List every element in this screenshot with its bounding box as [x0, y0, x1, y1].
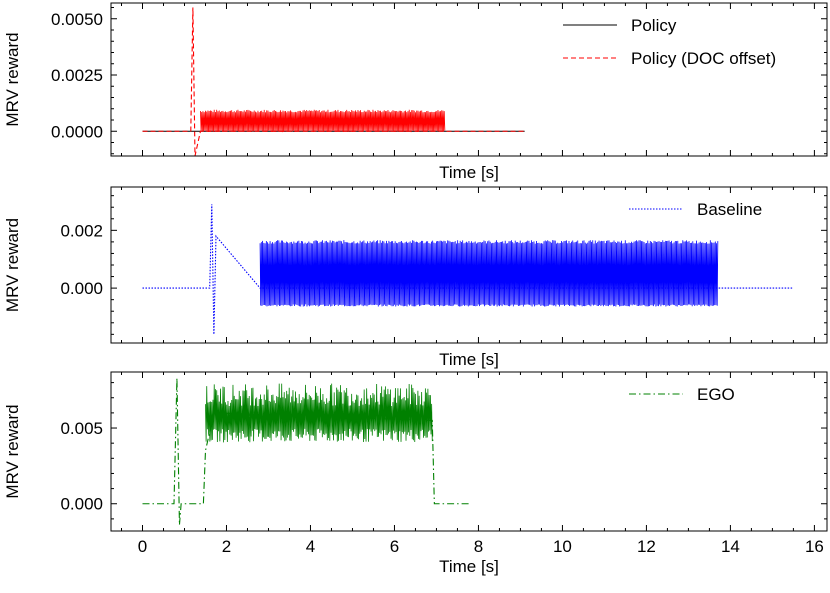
y-tick-label: 0.0050 — [51, 10, 103, 29]
series-band — [200, 109, 446, 133]
y-axis-label: MRV reward — [3, 218, 22, 312]
legend-label: Policy — [631, 16, 677, 35]
panel-bottom: 0 2 4 6 8 10 12 14 16 0.000 0.005 Time [s] MRV rewar… — [3, 371, 828, 576]
legend-label: Baseline — [697, 200, 762, 219]
y-tick-label: 0.0000 — [51, 122, 103, 141]
x-tick-label: 16 — [805, 537, 824, 556]
y-axis-label: MRV reward — [3, 32, 22, 126]
x-tick-label: 6 — [390, 537, 399, 556]
y-tick-label: 0.005 — [60, 419, 103, 438]
y-axis-label: MRV reward — [3, 404, 22, 498]
series-line — [142, 7, 525, 156]
series-policy-doc-offset- — [142, 7, 525, 156]
panel-middle: 0.000 0.002 Time [s] MRV reward Baseline — [3, 186, 828, 369]
plot-area — [142, 7, 525, 156]
x-axis-label: Time [s] — [439, 350, 499, 369]
y-tick-label: 0.0025 — [51, 66, 103, 85]
series-baseline — [142, 204, 794, 335]
x-tick-label: 14 — [721, 537, 740, 556]
legend-label: Policy (DOC offset) — [631, 49, 776, 68]
series-band — [205, 383, 433, 443]
plot-area — [142, 378, 471, 525]
axes-frame — [110, 371, 828, 532]
y-tick-label: 0.000 — [60, 495, 103, 514]
x-tick-label: 8 — [474, 537, 483, 556]
axes-frame — [110, 2, 828, 157]
panel-top: 0.0000 0.0025 0.0050 Time [s] MRV reward Poli… — [3, 2, 828, 182]
x-tick-label: 12 — [637, 537, 656, 556]
legend-label: EGO — [697, 385, 735, 404]
legend: Baseline — [629, 200, 762, 219]
x-tick-label: 2 — [222, 537, 231, 556]
x-axis-label: Time [s] — [439, 557, 499, 576]
y-tick-label: 0.000 — [60, 279, 103, 298]
x-tick-label: 10 — [553, 537, 572, 556]
legend: EGO — [629, 385, 735, 404]
series-line — [142, 378, 471, 525]
x-axis-label: Time [s] — [439, 163, 499, 182]
x-tick-label: 4 — [306, 537, 315, 556]
plot-area — [142, 204, 794, 335]
x-tick-label: 0 — [138, 537, 147, 556]
series-ego — [142, 378, 471, 525]
y-tick-label: 0.002 — [60, 221, 103, 240]
series-line — [142, 204, 794, 335]
legend: Policy Policy (DOC offset) — [563, 16, 776, 68]
series-band — [259, 240, 719, 307]
